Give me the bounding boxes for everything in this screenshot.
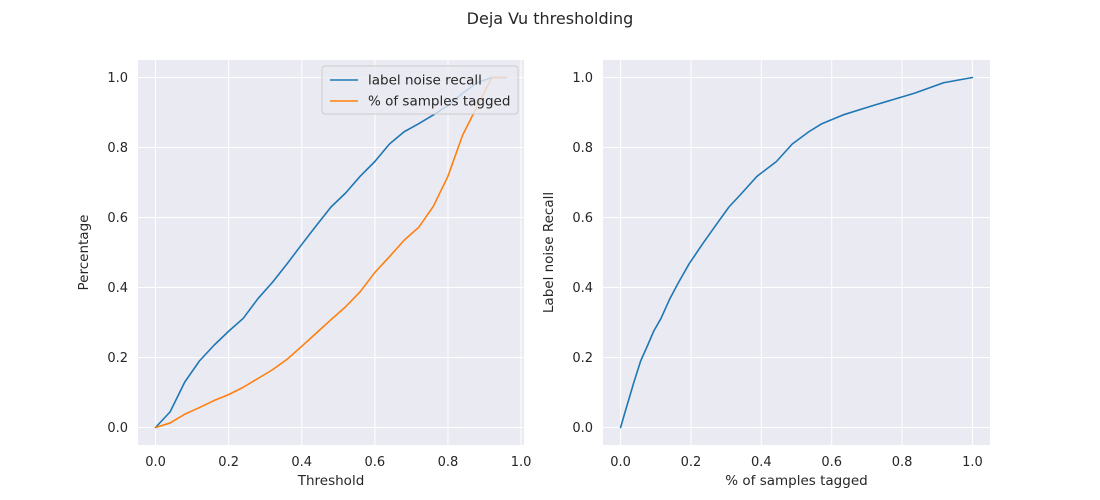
- y-tick-label: 1.0: [572, 71, 593, 86]
- y-tick-label: 0.6: [107, 211, 128, 226]
- series-line-of-samples-tagged: [154, 76, 508, 429]
- x-tick-label: 0.0: [145, 455, 166, 470]
- legend-label: label noise recall: [368, 73, 482, 89]
- y-tick-label: 0.2: [107, 351, 128, 366]
- plot-area-recall: [603, 60, 990, 445]
- y-tick-label: 0.8: [572, 141, 593, 156]
- figure-title: Deja Vu thresholding: [467, 9, 634, 28]
- x-axis-label: % of samples tagged: [725, 473, 867, 489]
- x-tick-label: 0.6: [365, 455, 386, 470]
- x-tick-label: 0.4: [291, 455, 312, 470]
- legend: label noise recall % of samples tagged: [321, 65, 519, 115]
- y-axis-label: Percentage: [76, 215, 92, 291]
- x-tick-label: 1.0: [962, 455, 983, 470]
- x-tick-label: 0.8: [438, 455, 459, 470]
- x-tick-label: 0.2: [218, 455, 239, 470]
- y-tick-label: 0.0: [572, 421, 593, 436]
- threshold-plot: 0.0 0.2 0.4 0.6 0.8 1.0 0.0 0.2 0.4 0.6 0.8 1.0 Thre…: [76, 60, 531, 489]
- x-tick-label: 0.6: [821, 455, 842, 470]
- y-tick-label: 0.0: [107, 421, 128, 436]
- series-line-recall: [619, 76, 974, 429]
- y-tick-label: 0.2: [572, 351, 593, 366]
- x-tick-label: 0.4: [751, 455, 772, 470]
- y-tick-label: 0.8: [107, 141, 128, 156]
- x-tick-label: 1.0: [511, 455, 532, 470]
- x-axis-label: Threshold: [297, 473, 365, 489]
- recall-vs-tagged-plot: 0.0 0.2 0.4 0.6 0.8 1.0 0.0 0.2 0.4 0.6 0.8 1.0 % of…: [541, 60, 990, 489]
- x-tick-label: 0.8: [892, 455, 913, 470]
- legend-label: % of samples tagged: [368, 94, 510, 110]
- plot-area-threshold: [138, 60, 524, 445]
- y-tick-label: 0.6: [572, 211, 593, 226]
- y-tick-label: 0.4: [107, 281, 128, 296]
- x-tick-label: 0.0: [610, 455, 631, 470]
- x-tick-label: 0.2: [681, 455, 702, 470]
- legend-box: [321, 65, 519, 115]
- y-tick-label: 1.0: [107, 71, 128, 86]
- y-tick-label: 0.4: [572, 281, 593, 296]
- y-axis-label: Label noise Recall: [541, 192, 557, 313]
